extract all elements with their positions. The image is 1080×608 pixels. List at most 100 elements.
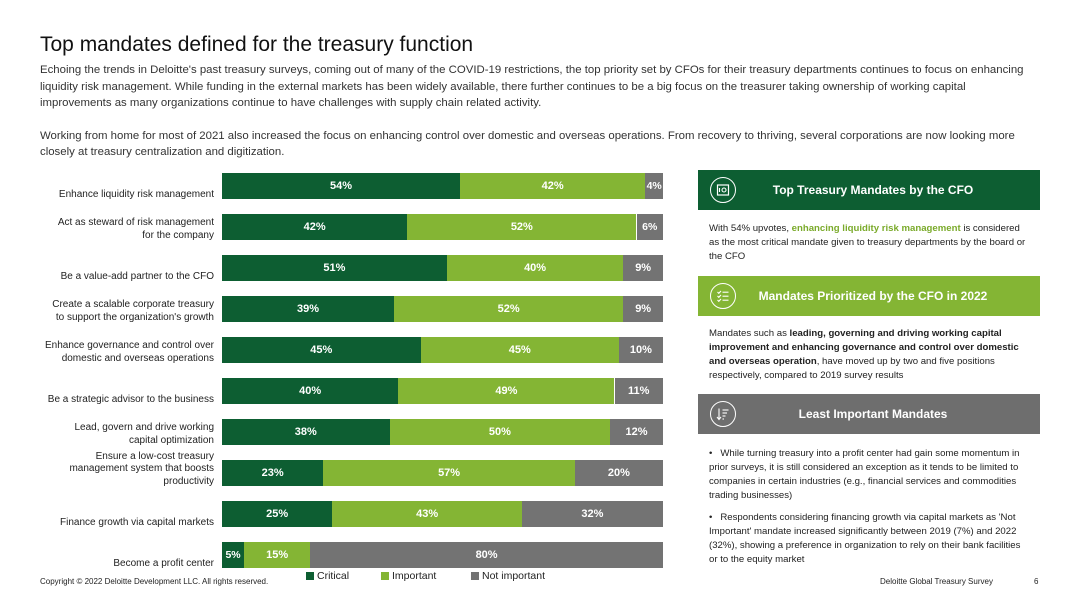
- chart-legend: Critical Important Not important: [306, 570, 545, 582]
- bar-segment-critical: 23%: [222, 460, 324, 486]
- prioritized-title: Mandates Prioritized by the CFO in 2022: [758, 289, 988, 303]
- category-label-line: Finance growth via capital markets: [60, 516, 214, 528]
- bar-segment-not-important: 9%: [623, 296, 663, 322]
- bar-segment-critical: 54%: [222, 173, 461, 199]
- bar-segment-not-important: 9%: [623, 255, 663, 281]
- data-label: 52%: [510, 221, 533, 233]
- data-label: 40%: [524, 262, 547, 274]
- data-label: 40%: [299, 385, 322, 397]
- category-label-line: Enhance governance and control over: [44, 340, 214, 351]
- legend-swatch-not-important: [471, 572, 479, 580]
- top-mandates-title: Top Treasury Mandates by the CFO: [772, 183, 974, 197]
- page-number: 6: [1034, 577, 1039, 586]
- category-label: Become a profit center: [4, 558, 214, 571]
- data-label: 38%: [294, 426, 317, 438]
- legend-label-critical: Critical: [317, 570, 350, 582]
- page-title: Top mandates defined for the treasury fu…: [40, 33, 474, 56]
- data-label: 52%: [497, 303, 520, 315]
- data-label: 11%: [628, 385, 650, 397]
- legend-label-important: Important: [392, 570, 437, 582]
- data-label: 42%: [541, 180, 564, 192]
- category-label-line: domestic and overseas operations: [61, 352, 214, 364]
- bar-segment-important: 50%: [389, 419, 611, 445]
- data-label: 4%: [646, 180, 662, 192]
- bar-segment-critical: 51%: [222, 255, 447, 281]
- bar-segment-not-important: 20%: [574, 460, 663, 486]
- bar-segment-critical: 42%: [222, 214, 408, 240]
- category-label-line: Act as steward of risk management: [57, 217, 214, 228]
- data-label: 15%: [266, 549, 289, 561]
- data-label: 45%: [310, 344, 333, 356]
- least-important-panel-header: Least Important Mandates: [698, 394, 1040, 434]
- data-label: 10%: [629, 344, 652, 356]
- data-label: 23%: [261, 467, 284, 479]
- category-label-line: Create a scalable corporate treasury: [52, 299, 214, 310]
- category-label-line: Lead, govern and drive working: [74, 422, 214, 433]
- bar-segment-not-important: 11%: [614, 378, 663, 404]
- copyright-text: Copyright © 2022 Deloitte Development LL…: [40, 577, 269, 586]
- category-label: Enhance liquidity risk management: [4, 189, 214, 202]
- legend-swatch-critical: [306, 572, 314, 580]
- category-label: Ensure a low-cost treasury management sys…: [4, 451, 214, 489]
- data-label: 12%: [625, 426, 648, 438]
- bar-segment-not-important: 80%: [310, 542, 663, 568]
- bar-segment-critical: 5%: [222, 542, 245, 568]
- prioritized-text-start: Mandates such as: [709, 328, 790, 339]
- bar-segment-critical: 45%: [222, 337, 421, 363]
- bar-segment-important: 42%: [460, 173, 646, 199]
- bar-segment-important: 57%: [323, 460, 575, 486]
- legend-swatch-important: [381, 572, 389, 580]
- data-label: 57%: [438, 467, 461, 479]
- category-label-line: Enhance liquidity risk management: [58, 188, 214, 200]
- category-label-line: productivity: [163, 475, 214, 487]
- legend-item-critical: Critical: [306, 570, 381, 582]
- top-mandates-highlight: enhancing liquidity risk management: [791, 223, 961, 234]
- bar-segment-not-important: 4%: [645, 173, 663, 199]
- least-important-bullet-2: • Respondents considering financing grow…: [709, 512, 1021, 565]
- data-label: 80%: [475, 549, 498, 561]
- data-label: 50%: [488, 426, 511, 438]
- intro-paragraph-1: Echoing the trends in Deloitte's past tr…: [40, 64, 1024, 109]
- bar-segment-important: 52%: [407, 214, 637, 240]
- data-label: 25%: [266, 508, 289, 520]
- bar-segment-not-important: 10%: [618, 337, 663, 363]
- category-label: Finance growth via capital markets: [4, 517, 214, 530]
- bar-segment-important: 15%: [244, 542, 311, 568]
- data-label: 54%: [330, 180, 353, 192]
- category-label: Enhance governance and control over domes…: [4, 340, 214, 365]
- least-important-bullet-2-text: Respondents considering financing growth…: [709, 512, 1021, 565]
- data-label: 5%: [225, 549, 241, 561]
- category-label: Lead, govern and drive working capital op…: [4, 422, 214, 447]
- data-label: 42%: [303, 221, 326, 233]
- data-label: 6%: [642, 221, 658, 233]
- prioritized-panel-header: Mandates Prioritized by the CFO in 2022: [698, 276, 1040, 316]
- least-important-title: Least Important Mandates: [798, 407, 948, 421]
- category-label-line: to support the organization's growth: [55, 311, 214, 323]
- bar-segment-important: 43%: [332, 501, 522, 527]
- category-label: Create a scalable corporate treasury to s…: [4, 299, 214, 324]
- category-label-line: Become a profit center: [113, 557, 214, 569]
- least-important-bullet-1-text: While turning treasury into a profit cen…: [709, 448, 1020, 501]
- sort-descending-icon: [710, 401, 736, 427]
- prioritized-text-end: , have moved up by two and five position…: [709, 356, 995, 381]
- bar-segment-not-important: 6%: [636, 214, 663, 240]
- bar-segment-important: 45%: [420, 337, 619, 363]
- bar-segment-critical: 40%: [222, 378, 399, 404]
- data-label: 49%: [495, 385, 518, 397]
- category-label-line: Be a strategic advisor to the business: [47, 393, 214, 405]
- category-label: Act as steward of risk management for the…: [4, 217, 214, 242]
- data-label: 51%: [323, 262, 346, 274]
- legend-item-not-important: Not important: [471, 570, 545, 582]
- intro-paragraph-2: Working from home for most of 2021 also …: [40, 129, 1015, 159]
- safe-icon: [710, 177, 736, 203]
- prioritized-bold: leading, governing and driving working c…: [709, 328, 1019, 367]
- data-label: 43%: [416, 508, 439, 520]
- data-label: 39%: [296, 303, 320, 315]
- legend-label-not-important: Not important: [482, 570, 546, 582]
- category-label-line: Be a value-add partner to the CFO: [60, 270, 214, 282]
- bar-segment-critical: 25%: [222, 501, 333, 527]
- stacked-bar-chart: Enhance liquidity risk management 54% 42% 4…: [0, 164, 680, 588]
- data-label: 45%: [508, 344, 531, 356]
- intro-text: Echoing the trends in Deloitte's past tr…: [40, 62, 1040, 177]
- top-mandates-text-end: is considered as the most critical manda…: [709, 223, 1026, 262]
